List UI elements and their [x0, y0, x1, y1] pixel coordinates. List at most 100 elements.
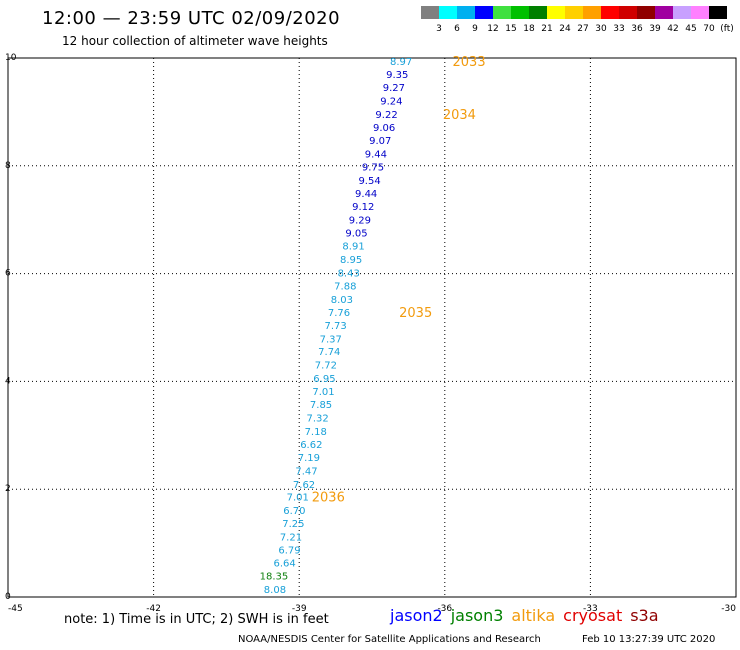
time-label: 2035: [399, 306, 432, 321]
time-label: 2036: [312, 491, 345, 506]
color-swatch: [421, 6, 439, 19]
x-tick-label: -39: [292, 604, 307, 614]
wave-height-label: 8.03: [331, 295, 353, 306]
color-swatch: [691, 6, 709, 19]
wave-height-label: 7.18: [305, 427, 327, 438]
wave-height-label: 9.12: [352, 202, 374, 213]
x-tick-label: -30: [721, 604, 736, 614]
axis-labels: -45 -42 -39 -36 -33 -30 0 2 4 6 8 10: [5, 53, 736, 614]
y-tick-label: 0: [5, 592, 11, 602]
color-swatch: [601, 6, 619, 19]
timestamp-text: Feb 10 13:27:39 UTC 2020: [582, 634, 716, 645]
wave-height-label: 7.25: [282, 519, 304, 530]
color-scale-label: 12: [487, 24, 499, 34]
wave-height-label: 7.73: [324, 321, 346, 332]
legend-item-cryosat: cryosat: [563, 606, 623, 625]
wave-height-label: 7.21: [280, 533, 302, 544]
wave-height-label: 6.70: [283, 506, 305, 517]
y-tick-label: 6: [5, 269, 11, 279]
wave-height-label: 9.75: [362, 162, 384, 173]
color-scale-label: 27: [577, 24, 589, 34]
color-swatch: [709, 6, 727, 19]
plot-frame: [7, 57, 737, 598]
wave-height-label: 9.06: [373, 123, 395, 134]
x-tick-label: -33: [583, 604, 598, 614]
color-swatch: [439, 6, 457, 19]
wave-height-label: 6.79: [278, 546, 300, 557]
wave-height-label: 9.54: [358, 176, 380, 187]
wave-height-label: 7.85: [310, 400, 332, 411]
time-labels: 2033 2034 2035 2036: [312, 55, 486, 506]
wave-height-label: 7.01: [312, 387, 334, 398]
color-swatch: [493, 6, 511, 19]
color-scale-label: 36: [631, 24, 643, 34]
color-swatch: [565, 6, 583, 19]
legend-item-jason2: jason2: [390, 606, 443, 625]
wave-height-label: 7.47: [295, 466, 317, 477]
wave-height-label: 7.88: [334, 281, 356, 292]
legend-item-jason3: jason3: [450, 606, 504, 625]
wave-height-label: 7.62: [293, 480, 315, 491]
y-tick-label: 2: [5, 484, 11, 494]
color-swatch: [547, 6, 565, 19]
grid-lines: [7, 57, 737, 598]
x-tick-label: -45: [8, 604, 23, 614]
wave-height-label: 9.35: [386, 70, 408, 81]
color-scale-label: 42: [667, 24, 679, 34]
time-label: 2033: [453, 55, 486, 70]
color-swatch: [619, 6, 637, 19]
color-scale-label: 33: [613, 24, 625, 34]
x-tick-label: -42: [146, 604, 161, 614]
color-swatch: [655, 6, 673, 19]
satellite-legend: jason2 jason3 altika cryosat s3a: [390, 606, 667, 625]
wave-height-label: 18.35: [260, 571, 289, 582]
wave-height-label: 9.07: [369, 136, 391, 147]
wave-height-label: 7.76: [328, 308, 350, 319]
wave-height-label: 8.08: [264, 585, 286, 596]
wave-height-label: 9.24: [380, 97, 402, 108]
y-tick-label: 8: [5, 161, 11, 171]
y-tick-label: 10: [5, 53, 17, 63]
color-swatch: [529, 6, 547, 19]
wave-height-label: 9.29: [349, 216, 371, 227]
wave-height-label: 9.44: [365, 149, 387, 160]
wave-height-label: 6.64: [274, 559, 296, 570]
observation-labels: 8.08 18.356.64 6.79 7.21 7.25 6.70 7.01 7.62 7.4…: [260, 57, 413, 596]
color-swatch: [475, 6, 493, 19]
color-scale-label: 70: [703, 24, 715, 34]
legend-item-s3a: s3a: [630, 606, 659, 625]
wave-height-label: 7.32: [307, 414, 329, 425]
wave-height-label: 8.95: [340, 255, 362, 266]
color-swatch: [583, 6, 601, 19]
color-scale-label: 24: [559, 24, 571, 34]
footer-note: note: 1) Time is in UTC; 2) SWH is in fe…: [64, 612, 329, 627]
page-subtitle: 12 hour collection of altimeter wave hei…: [62, 34, 328, 48]
wave-height-label: 8.97: [390, 57, 412, 68]
wave-height-label: 6.62: [300, 440, 322, 451]
color-scale-label: 18: [523, 24, 535, 34]
time-label: 2034: [443, 108, 476, 123]
color-scale-label: 21: [541, 24, 553, 34]
wave-height-label: 9.05: [345, 229, 367, 240]
color-swatch: [673, 6, 691, 19]
wave-height-label: 6.95: [313, 374, 335, 385]
color-scale-label: 3: [436, 24, 442, 34]
color-scale-label: 30: [595, 24, 607, 34]
legend-item-altika: altika: [511, 606, 556, 625]
page-title: 12:00 — 23:59 UTC 02/09/2020: [42, 8, 341, 29]
color-swatch: [511, 6, 529, 19]
wave-height-label: 8.91: [342, 242, 364, 253]
wave-height-label: 8.43: [338, 269, 360, 280]
wave-height-label: 7.74: [318, 347, 340, 358]
color-swatch: [637, 6, 655, 19]
color-scale-label: 45: [685, 24, 697, 34]
wave-height-label: 7.01: [287, 493, 309, 504]
x-tick-label: -36: [437, 604, 452, 614]
color-scale-label: 9: [472, 24, 478, 34]
credit-text: NOAA/NESDIS Center for Satellite Applica…: [238, 634, 541, 645]
wave-height-label: 9.27: [383, 83, 405, 94]
color-scale-label: 39: [649, 24, 661, 34]
wave-height-label: 7.37: [320, 334, 342, 345]
color-scale-label: 6: [454, 24, 460, 34]
wave-height-label: 9.22: [375, 110, 397, 121]
